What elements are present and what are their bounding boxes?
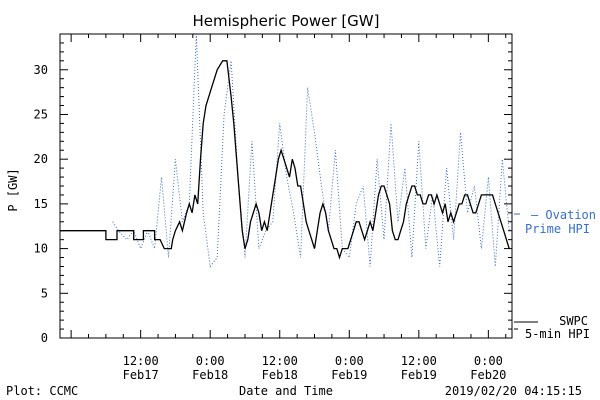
legend-ovation-line1: — Ovation [531,208,596,222]
x-axis-ticks: 12:00Feb170:00Feb1812:00Feb180:00Feb1912… [70,34,506,382]
x-tick-label-time: 12:00 [123,354,159,368]
legend-ovation-line2: Prime HPI [525,222,590,236]
legend-swpc-line1: SWPC [559,314,588,328]
x-tick-label-date: Feb19 [401,368,437,382]
plot-frame [59,33,513,339]
y-tick-label: 0 [41,331,48,345]
y-axis-label: P [GW] [6,168,20,211]
x-tick-label-time: 12:00 [262,354,298,368]
series-line-swpc [60,60,510,260]
x-tick-label-date: Feb19 [331,368,367,382]
x-tick-label-time: 0:00 [196,354,225,368]
y-tick-label: 30 [34,63,48,77]
x-tick-label-date: Feb20 [470,368,506,382]
x-axis-label: Date and Time [239,384,333,398]
y-axis-ticks: 0 5 10 15 20 25 30 [34,33,512,345]
chart-title: Hemispheric Power [GW] [193,12,380,30]
x-tick-label-time: 0:00 [474,354,503,368]
series-line-ovation-prime [112,34,510,268]
x-tick-label-date: Feb17 [123,368,159,382]
y-tick-label: 20 [34,152,48,166]
x-tick-label-time: 0:00 [335,354,364,368]
x-tick-label-date: Feb18 [262,368,298,382]
legend-swpc-line2: 5-min HPI [525,327,590,341]
y-tick-label: 5 [41,286,48,300]
series-layer [60,34,510,268]
y-tick-label: 15 [34,197,48,211]
y-tick-label: 25 [34,107,48,121]
plot-credit: Plot: CCMC [6,384,78,398]
y-tick-label: 10 [34,242,48,256]
x-tick-label-date: Feb18 [192,368,228,382]
x-tick-label-time: 12:00 [401,354,437,368]
plot-timestamp: 2019/02/20 04:15:15 [445,384,582,398]
